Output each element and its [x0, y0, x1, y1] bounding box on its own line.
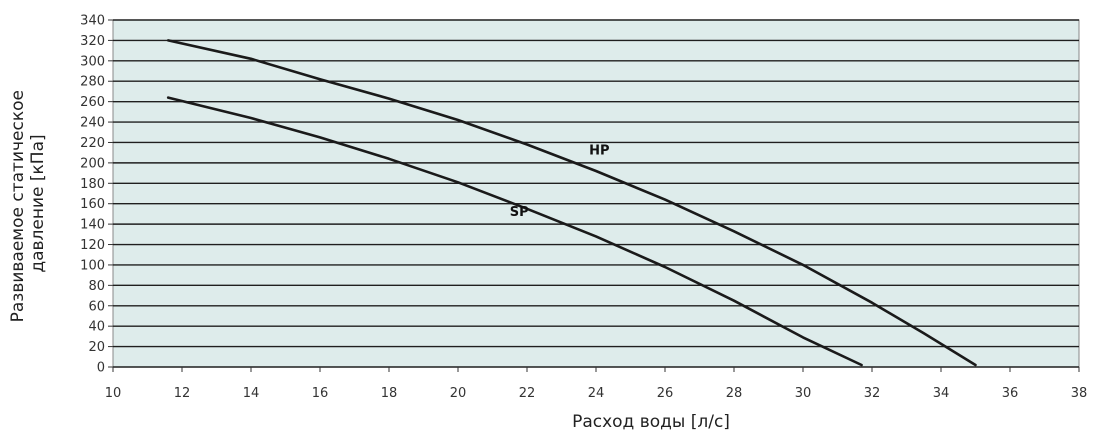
y-tick-label: 200 — [80, 156, 105, 171]
x-tick-label: 16 — [312, 386, 329, 401]
x-tick-label: 24 — [588, 386, 605, 401]
series-labels: HP SP — [510, 144, 610, 220]
y-tick-label: 20 — [88, 340, 105, 355]
series-layer — [166, 39, 977, 367]
series-label-hp: HP — [589, 144, 609, 159]
x-tick-label: 20 — [450, 386, 467, 401]
y-axis-title-line-1: Развиваемое статическое — [8, 90, 28, 322]
x-tick-label: 36 — [1002, 386, 1019, 401]
y-tick-label: 240 — [80, 116, 105, 131]
y-tick-label: 300 — [80, 54, 105, 69]
plot-area — [112, 19, 1080, 368]
y-tick-label: 340 — [80, 14, 105, 29]
x-tick-label: 38 — [1071, 386, 1088, 401]
y-tick-label: 320 — [80, 34, 105, 49]
x-tick-label: 30 — [795, 386, 812, 401]
y-tick-label: 120 — [80, 238, 105, 253]
y-tick-label: 260 — [80, 95, 105, 110]
x-tick-label: 12 — [174, 386, 191, 401]
series-line-sp — [166, 96, 863, 367]
y-tick-label: 80 — [88, 279, 105, 294]
x-tick-label: 28 — [726, 386, 743, 401]
x-tick-label: 34 — [933, 386, 950, 401]
y-axis-ticks: 0 20 40 60 80 100 120 140 160 180 200 220 240 260 280 3… — [80, 14, 113, 376]
y-tick-label: 280 — [80, 75, 105, 90]
y-axis-title-line-2: давление [кПа] — [28, 134, 48, 272]
x-tick-label: 18 — [381, 386, 398, 401]
grid — [113, 19, 1079, 368]
y-tick-label: 220 — [80, 136, 105, 151]
x-tick-label: 22 — [519, 386, 536, 401]
x-tick-label: 14 — [243, 386, 260, 401]
y-tick-label: 180 — [80, 177, 105, 192]
y-tick-label: 60 — [88, 299, 105, 314]
y-tick-label: 140 — [80, 218, 105, 233]
y-tick-label: 160 — [80, 197, 105, 212]
x-tick-label: 10 — [105, 386, 122, 401]
y-axis-title: Развиваемое статическое давление [кПа] — [8, 85, 48, 323]
y-tick-label: 100 — [80, 258, 105, 273]
y-tick-label: 40 — [88, 320, 105, 335]
x-axis-ticks: 10 12 14 16 18 20 22 24 26 28 30 32 34 36 38 — [105, 367, 1088, 401]
y-tick-label: 0 — [97, 361, 105, 376]
series-label-sp: SP — [510, 205, 529, 220]
series-line-hp — [166, 39, 977, 367]
x-tick-label: 32 — [864, 386, 881, 401]
x-tick-label: 26 — [657, 386, 674, 401]
x-axis-title: Расход воды [л/с] — [572, 412, 730, 432]
